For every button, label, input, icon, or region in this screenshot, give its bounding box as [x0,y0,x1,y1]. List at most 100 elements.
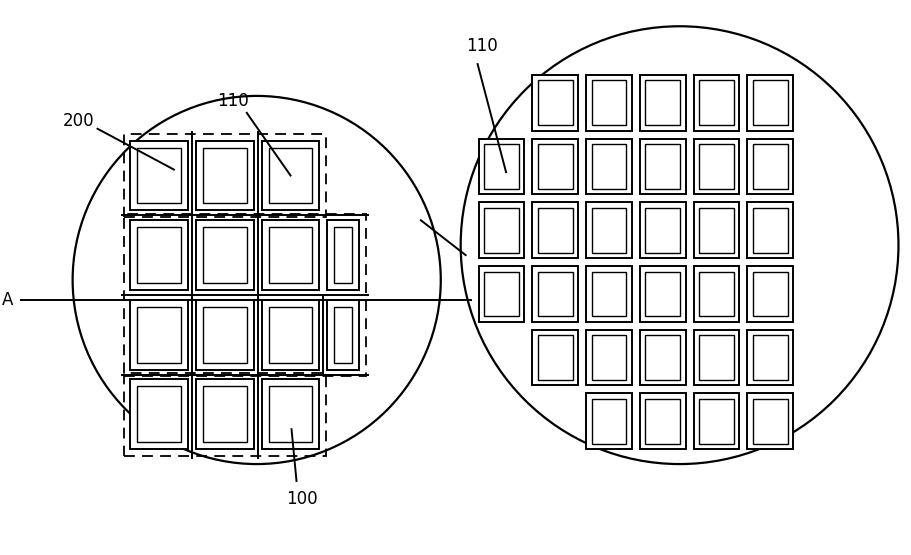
Text: 110: 110 [466,37,496,55]
Bar [138,148,181,203]
Bar [334,227,352,283]
Bar [645,335,680,380]
Bar [586,203,631,258]
Bar [203,307,247,362]
Bar [698,335,733,380]
Bar [645,144,680,189]
Bar [698,80,733,125]
Bar [130,140,188,210]
Bar [269,227,312,283]
Bar [124,373,325,456]
Bar [698,271,733,316]
Bar [130,380,188,449]
Bar [692,266,739,322]
Bar [586,266,631,322]
Bar [138,307,181,362]
Bar [591,80,626,125]
Bar [261,380,319,449]
Bar [537,208,572,253]
Bar [261,220,319,290]
Bar [746,139,793,194]
Bar [640,393,685,449]
Bar [484,144,518,189]
Bar [746,266,793,322]
Bar [203,148,247,203]
Text: 100: 100 [286,490,318,508]
Text: 200: 200 [63,112,94,130]
Bar [752,208,787,253]
Bar [478,266,524,322]
Bar [746,330,793,386]
Bar [746,203,793,258]
Bar [327,300,359,370]
Bar [752,335,787,380]
Bar [138,386,181,442]
Bar [203,227,247,283]
Bar [203,386,247,442]
Bar [484,208,518,253]
Text: A: A [2,291,13,309]
Circle shape [460,26,897,464]
Bar [640,139,685,194]
Bar [532,266,578,322]
Bar [532,203,578,258]
Bar [591,335,626,380]
Bar [640,266,685,322]
Bar [692,75,739,131]
Bar [269,307,312,362]
Bar [692,139,739,194]
Text: 110: 110 [217,92,249,110]
Bar [334,307,352,362]
Bar [698,144,733,189]
Bar [698,208,733,253]
Bar [130,220,188,290]
Bar [196,140,253,210]
Circle shape [73,96,440,464]
Bar [752,80,787,125]
Bar [640,203,685,258]
Bar [269,386,312,442]
Bar [692,393,739,449]
Bar [640,75,685,131]
Bar [484,271,518,316]
Bar [645,80,680,125]
Bar [130,300,188,370]
Bar [586,139,631,194]
Bar [645,208,680,253]
Bar [692,330,739,386]
Bar [586,75,631,131]
Bar [537,271,572,316]
Bar [532,75,578,131]
Bar [261,300,319,370]
Bar [537,335,572,380]
Bar [591,271,626,316]
Bar [478,203,524,258]
Bar [645,271,680,316]
Bar [645,399,680,443]
Bar [196,220,253,290]
Bar [261,140,319,210]
Bar [640,330,685,386]
Bar [537,144,572,189]
Bar [752,271,787,316]
Bar [591,208,626,253]
Bar [746,75,793,131]
Bar [327,220,359,290]
Bar [586,330,631,386]
Bar [746,393,793,449]
Bar [537,80,572,125]
Bar [752,144,787,189]
Bar [591,144,626,189]
Bar [269,148,312,203]
Bar [196,380,253,449]
Bar [478,139,524,194]
Bar [124,214,365,376]
Bar [586,393,631,449]
Bar [532,139,578,194]
Bar [591,399,626,443]
Bar [752,399,787,443]
Bar [196,300,253,370]
Text: A: A [478,291,489,309]
Bar [124,134,325,217]
Bar [532,330,578,386]
